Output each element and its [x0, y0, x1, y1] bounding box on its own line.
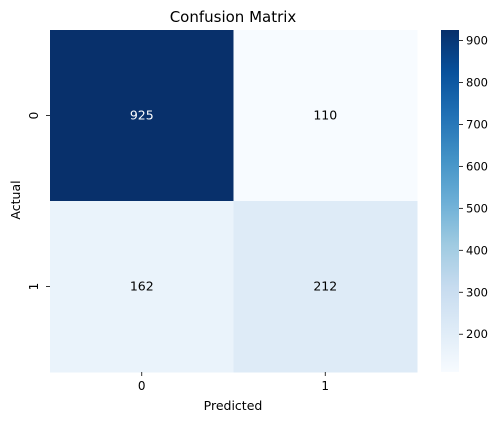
- colorbar-tick-label: 700: [466, 117, 488, 131]
- colorbar-tick-label: 600: [466, 159, 488, 173]
- chart-title: Confusion Matrix: [170, 8, 297, 26]
- x-axis-label: Predicted: [204, 398, 263, 413]
- colorbar-tick-label: 900: [466, 33, 488, 47]
- heatmap-cell-1-0: [50, 201, 234, 373]
- y-axis-label: Actual: [8, 180, 23, 219]
- y-tick-label: 1: [27, 283, 41, 291]
- x-tick-label: 1: [321, 379, 329, 393]
- colorbar-tick-label: 300: [466, 285, 488, 299]
- x-tick-label: 0: [138, 379, 146, 393]
- colorbar: [441, 30, 459, 372]
- cell-value-1-1: 212: [313, 279, 337, 294]
- heatmap-cell-0-1: [233, 30, 418, 202]
- colorbar-tick-label: 800: [466, 75, 488, 89]
- cell-value-0-0: 925: [130, 108, 154, 123]
- y-axis-ticks: 01: [27, 112, 50, 291]
- colorbar-tick-label: 500: [466, 201, 488, 215]
- y-tick-label: 0: [27, 112, 41, 120]
- colorbar-tick-label: 200: [466, 327, 488, 341]
- heatmap-cell-1-1: [233, 201, 418, 373]
- cell-value-0-1: 110: [313, 108, 337, 123]
- colorbar-ticks: 200 300 400 500 600 700 800 900: [459, 33, 488, 341]
- cell-value-1-0: 162: [130, 279, 154, 294]
- heatmap-cells: 925 110 162 212: [50, 30, 418, 373]
- colorbar-tick-label: 400: [466, 243, 488, 257]
- heatmap-cell-0-0: [50, 30, 234, 202]
